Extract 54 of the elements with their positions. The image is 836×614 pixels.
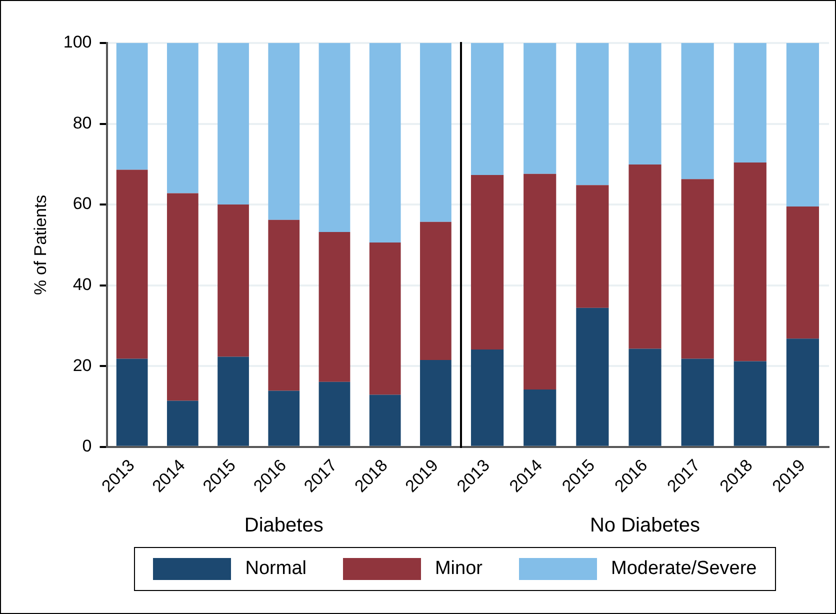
- bar: [166, 193, 198, 401]
- y-tick-label: 0: [82, 436, 92, 456]
- bar: [628, 348, 662, 446]
- bar: [681, 179, 714, 359]
- legend-label: Moderate/Severe: [611, 558, 757, 580]
- x-axis-title: No Diabetes: [590, 514, 700, 537]
- y-tick-label: 100: [63, 32, 92, 52]
- bar: [576, 185, 609, 308]
- bar: [268, 220, 300, 391]
- y-tick-label: 60: [72, 194, 92, 214]
- bar: [628, 164, 662, 349]
- bar: [681, 358, 714, 446]
- y-tick-label: 20: [72, 356, 92, 375]
- bar: [420, 43, 452, 222]
- bar: [116, 170, 148, 359]
- bar: [524, 389, 556, 446]
- bar: [166, 400, 198, 446]
- bar: [470, 175, 504, 350]
- bar: [576, 308, 609, 446]
- y-tick-label: 40: [72, 274, 92, 294]
- bar: [470, 350, 504, 446]
- bar: [628, 43, 662, 165]
- bar: [116, 358, 148, 446]
- bar: [786, 338, 820, 446]
- x-axis-title: Diabetes: [244, 514, 324, 537]
- bar: [524, 174, 556, 390]
- y-axis-title: % of Patients: [30, 194, 50, 296]
- bar: [420, 360, 452, 446]
- bar: [524, 43, 556, 174]
- bar: [786, 206, 820, 339]
- bar: [681, 43, 714, 180]
- bar: [576, 43, 609, 186]
- bar: [369, 242, 401, 395]
- bar: [734, 43, 766, 163]
- bar: [470, 43, 504, 176]
- bar: [268, 390, 300, 446]
- bar: [218, 356, 249, 446]
- bar: [218, 204, 249, 357]
- legend-label: Normal: [245, 558, 306, 580]
- bar: [734, 361, 766, 446]
- bar: [318, 382, 350, 446]
- bar: [318, 232, 350, 382]
- bar: [218, 43, 249, 205]
- bar: [420, 222, 452, 360]
- bar: [734, 162, 766, 362]
- bar: [786, 43, 820, 207]
- bar: [318, 43, 350, 232]
- bar: [369, 394, 401, 446]
- bar: [268, 43, 300, 220]
- y-tick-label: 80: [72, 113, 92, 132]
- bar: [116, 43, 148, 170]
- bar: [166, 43, 198, 194]
- bar: [369, 43, 401, 242]
- legend-label: Minor: [434, 558, 482, 580]
